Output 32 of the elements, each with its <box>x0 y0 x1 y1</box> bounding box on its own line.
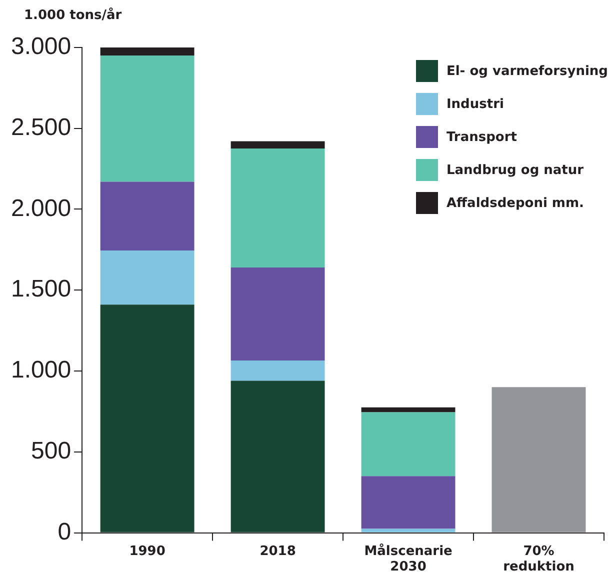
y-tick-label: 3.000 <box>10 33 72 60</box>
bar <box>230 267 325 360</box>
x-tick-label: 70% reduktion <box>503 544 574 575</box>
bar <box>230 148 325 268</box>
bar <box>100 47 194 56</box>
bar <box>100 182 194 250</box>
y-tick-label: 1.500 <box>10 276 72 303</box>
bar <box>230 380 325 532</box>
legend-label: Transport <box>446 130 517 144</box>
bar <box>361 407 456 412</box>
y-tick-label: 2.000 <box>10 194 72 222</box>
x-tick-label: 2018 <box>260 544 296 559</box>
legend-label: Landbrug og natur <box>446 162 584 178</box>
x-tick-label: Målscenarie 2030 <box>364 542 453 575</box>
legend-label: El- og varmeforsyning <box>446 64 608 78</box>
y-tick-label: 500 <box>31 438 72 465</box>
y-axis-title: 1.000 tons/år <box>23 8 123 25</box>
bar <box>492 387 586 532</box>
bar <box>230 360 325 381</box>
legend-label: Industri <box>446 96 504 112</box>
x-tick-label: 1990 <box>129 544 166 559</box>
y-tick-label: 1.000 <box>10 356 72 384</box>
bar <box>361 528 456 532</box>
bar <box>100 250 194 305</box>
legend-label: Affaldsdeponi mm. <box>446 196 584 210</box>
bar <box>361 412 456 476</box>
y-tick-label: 0 <box>58 518 72 546</box>
bar <box>100 304 194 532</box>
bar <box>230 141 325 149</box>
y-tick-label: 2.500 <box>10 114 72 141</box>
bar <box>100 55 194 182</box>
bar <box>361 476 456 529</box>
